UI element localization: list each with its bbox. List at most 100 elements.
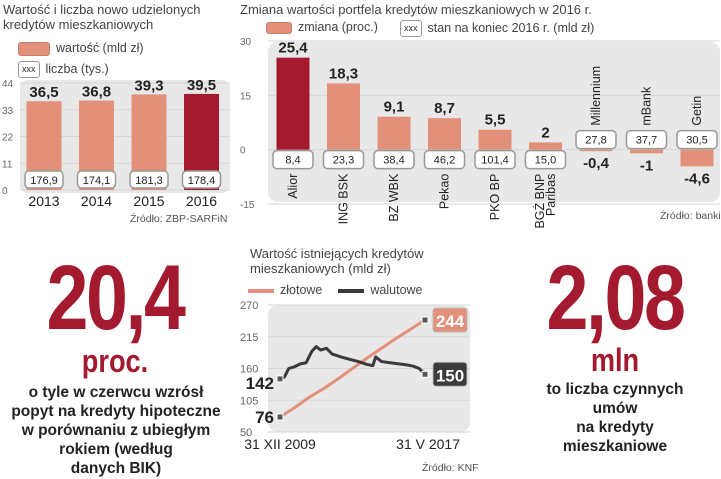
desc-line: danych BIK) xyxy=(70,460,162,477)
end-label-box xyxy=(432,307,468,333)
chart2-source: Źródło: banki xyxy=(660,210,721,222)
legend-label: walutowe xyxy=(370,283,423,297)
end-marker xyxy=(421,370,429,378)
start-marker xyxy=(276,375,284,383)
legend-line-walutowe xyxy=(338,288,365,293)
y-tick-label: 270 xyxy=(240,300,258,312)
category-label: ING BSK xyxy=(337,173,351,224)
start-marker xyxy=(276,413,284,421)
chart1-plot: 44 33 22 11 0 36,5 176,9 2013 36,8 174,1 2014 39,3 1… xyxy=(2,77,230,209)
bar xyxy=(529,142,562,150)
x-tick-label: 2013 xyxy=(28,193,59,209)
count-box xyxy=(272,149,314,170)
chart2-legend-count: xxx stan na koniec 2016 r. (mld zł) xyxy=(400,20,594,37)
end-label: 244 xyxy=(436,312,465,331)
count-label: 37,7 xyxy=(636,135,657,147)
stat-right-value: 2,08 xyxy=(546,247,686,349)
count-box xyxy=(322,149,365,170)
count-label: 23,3 xyxy=(333,155,354,167)
stat-right-unit: mln xyxy=(590,342,640,378)
chart2-plot: 30 15 0 -15 8,4 25,4 Alior 23,3 18,3 ING BSK 38,4 9… xyxy=(240,37,720,229)
y-tick-label: 11 xyxy=(2,159,13,170)
value-label: -4,6 xyxy=(684,170,710,187)
legend-swatch xyxy=(266,21,292,34)
x-tick-label: 2016 xyxy=(186,193,217,209)
x-tick-label: 31 V 2017 xyxy=(396,436,460,452)
count-label: 27,8 xyxy=(585,135,606,147)
x-tick-label: 2015 xyxy=(133,193,164,209)
category-label: BZ WBK xyxy=(387,173,401,222)
y-tick-label: 30 xyxy=(240,37,252,48)
y-tick-label: -15 xyxy=(240,200,255,211)
desc-line: popyt na kredyty hipoteczne xyxy=(11,403,221,420)
chart1-legend-value: wartość (mld zł) xyxy=(18,41,144,56)
bar xyxy=(680,149,714,167)
value-label: 36,5 xyxy=(29,84,58,101)
bar xyxy=(276,57,310,150)
count-box xyxy=(24,170,64,189)
stat-right-description: to liczba czynnych umów na kredyty miesz… xyxy=(510,380,720,456)
bar xyxy=(478,129,512,150)
category-label: Paribas xyxy=(544,174,558,216)
count-box xyxy=(474,149,516,170)
y-tick-label: 0 xyxy=(2,186,8,197)
desc-line: na kredyty xyxy=(576,419,654,436)
count-label: 30,5 xyxy=(686,135,707,147)
series-line-walutowe xyxy=(279,345,427,381)
chart2-title: Zmiana wartości portfela kredytów mieszk… xyxy=(240,2,592,17)
start-label: 142 xyxy=(246,374,274,393)
value-label: 25,4 xyxy=(278,40,308,57)
end-marker xyxy=(421,316,429,324)
x-tick-label: 2014 xyxy=(81,193,112,209)
y-tick-label: 15 xyxy=(240,91,252,102)
count-label: 174,1 xyxy=(83,175,111,187)
count-box xyxy=(181,170,222,189)
value-label: 5,5 xyxy=(485,112,506,129)
count-box xyxy=(129,170,169,189)
desc-line: to liczba czynnych xyxy=(546,381,684,398)
legend-label: złotowe xyxy=(280,283,323,297)
bar xyxy=(579,149,613,152)
count-box xyxy=(423,149,466,170)
chart1-legend-count: xxx liczba (tys.) xyxy=(18,61,109,78)
chart3-legend: złotowe walutowe xyxy=(248,283,423,298)
x-tick-label: 31 XII 2009 xyxy=(244,436,316,452)
count-label: 8,4 xyxy=(285,155,300,167)
series-line-zlotowe xyxy=(279,318,426,419)
count-box xyxy=(575,129,617,150)
chart1-source: Źródło: ZBP-SARFiN xyxy=(130,213,228,225)
legend-label: liczba (tys.) xyxy=(45,62,109,76)
end-label-box xyxy=(432,361,468,387)
count-label: 38,4 xyxy=(383,155,404,167)
count-box xyxy=(76,170,117,189)
category-label: Millennium xyxy=(589,66,603,126)
y-tick-label: 50 xyxy=(240,427,252,439)
count-box xyxy=(676,129,718,150)
end-label: 150 xyxy=(436,366,464,385)
desc-line: rokiem (według xyxy=(59,441,173,458)
value-label: 39,5 xyxy=(187,77,216,94)
count-label: 178,4 xyxy=(188,175,216,187)
chart2-legend-value: zmiana (proc.) xyxy=(266,20,378,35)
stat-left-unit: proc. xyxy=(81,343,149,379)
value-label: 36,8 xyxy=(82,84,111,101)
count-label: 181,3 xyxy=(135,175,163,187)
legend-line-zlotowe xyxy=(248,288,274,293)
chart3-source: Źródło: KNF xyxy=(422,462,479,474)
start-label: 76 xyxy=(255,408,274,427)
stat-left-value: 20,4 xyxy=(46,247,186,349)
legend-marker: xxx xyxy=(18,61,40,78)
bar xyxy=(377,116,411,150)
y-tick-label: 160 xyxy=(240,364,258,376)
count-label: 176,9 xyxy=(30,175,58,187)
bar xyxy=(327,83,360,150)
count-box xyxy=(524,149,567,170)
y-tick-label: 0 xyxy=(240,146,246,157)
count-label: 15,0 xyxy=(535,155,556,167)
desc-line: mieszkaniowe xyxy=(562,438,668,455)
count-box xyxy=(373,149,415,170)
y-tick-label: 22 xyxy=(2,133,14,144)
legend-label: stan na koniec 2016 r. (mld zł) xyxy=(427,21,595,35)
bar xyxy=(630,149,663,154)
legend-marker: xxx xyxy=(400,20,422,37)
